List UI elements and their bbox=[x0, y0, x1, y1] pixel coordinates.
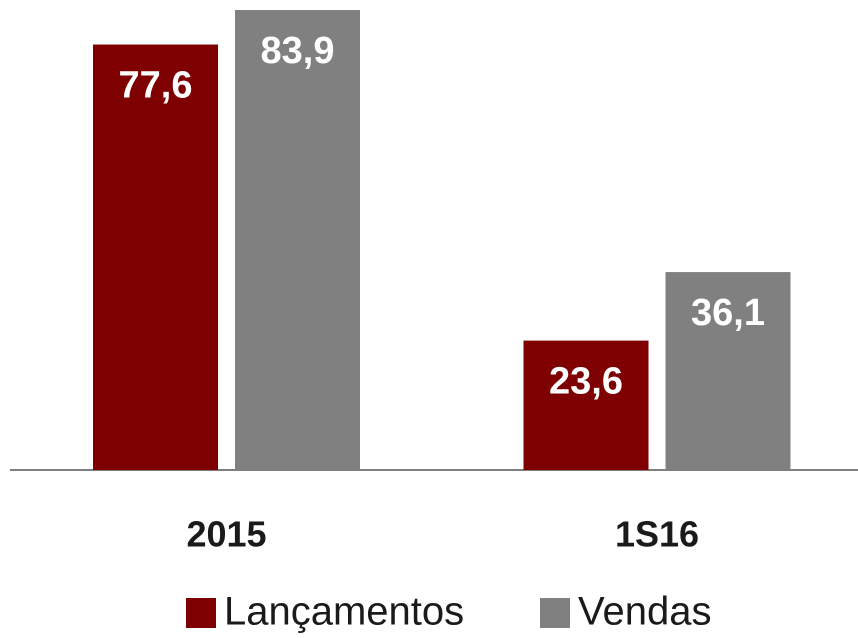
bar bbox=[93, 44, 218, 471]
bar bbox=[523, 340, 649, 470]
value-label: 77,6 bbox=[119, 65, 193, 107]
value-label: 36,1 bbox=[691, 292, 765, 334]
legend-label: Vendas bbox=[578, 590, 711, 634]
x-tick-label: 2015 bbox=[186, 514, 266, 555]
legend-label: Lançamentos bbox=[224, 590, 464, 634]
bar bbox=[235, 10, 360, 470]
bar bbox=[665, 272, 791, 470]
legend-swatch bbox=[540, 598, 570, 628]
legend-swatch bbox=[186, 598, 216, 628]
x-tick-label: 1S16 bbox=[615, 514, 699, 555]
value-label: 23,6 bbox=[549, 361, 623, 403]
value-label: 83,9 bbox=[261, 30, 335, 72]
